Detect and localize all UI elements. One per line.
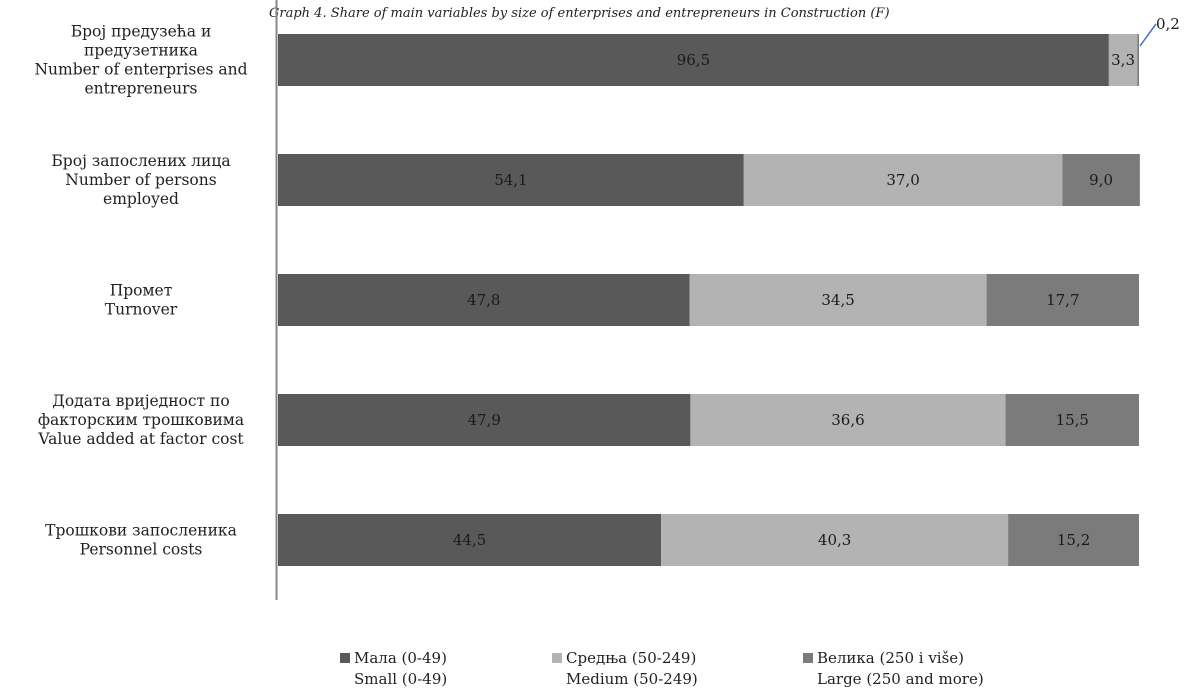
category-label: Number of persons [65,171,216,189]
bar-segment-1-row-5 [278,514,662,566]
bar-segment-2-row-4 [690,394,1006,446]
bar-segment-3-row-1 [1137,34,1139,86]
category-label: Трошкови запосленика [45,522,237,540]
category-label: Turnover [105,301,178,319]
category-label: employed [103,190,179,208]
data-label: 44,5 [453,531,486,549]
legend-label: Medium (50-249) [566,670,698,688]
bar-segment-1-row-4 [278,394,691,446]
bar-segment-1-row-3 [278,274,690,326]
category-label: Број предузећа и [71,23,212,41]
legend-label: Small (0-49) [354,670,447,688]
category-label: Number of enterprises and [34,61,247,79]
data-label: 34,5 [821,291,854,309]
legend-label: Велика (250 i više) [817,649,964,667]
data-label: 37,0 [886,171,919,189]
legend-swatch [340,653,350,663]
legend-label: Мала (0-49) [354,649,447,667]
data-label: 15,5 [1056,411,1089,429]
legend-label: Large (250 and more) [817,670,984,688]
chart-title: Graph 4. Share of main variables by size… [269,6,890,21]
bar-segment-2-row-1 [1108,34,1138,86]
bar-segment-1-row-1 [278,34,1109,86]
bar-segment-3-row-4 [1005,394,1139,446]
legend-swatch [552,653,562,663]
data-label: 36,6 [831,411,864,429]
leader-line [1139,23,1157,47]
data-label: 96,5 [677,51,710,69]
data-label: 15,2 [1057,531,1090,549]
bar-segment-1-row-2 [278,154,744,206]
category-label: entrepreneurs [85,80,198,98]
category-label: факторским трошковима [38,411,244,429]
legend-label: Средња (50-249) [566,649,696,667]
category-label: предузетника [84,42,198,60]
data-label: 0,2 [1156,15,1180,33]
bar-segment-3-row-3 [986,274,1139,326]
category-label: Промет [110,282,173,300]
data-label: 47,8 [467,291,500,309]
data-label: 3,3 [1111,51,1135,69]
bar-segment-3-row-2 [1062,154,1140,206]
category-label: Value added at factor cost [37,430,244,448]
data-label: 17,7 [1046,291,1079,309]
legend-swatch [803,653,813,663]
data-label: 40,3 [818,531,851,549]
bar-segment-2-row-3 [689,274,987,326]
bar-segment-2-row-5 [661,514,1009,566]
data-label: 9,0 [1089,171,1113,189]
category-label: Додата вриједност по [52,392,229,410]
data-label: 47,9 [468,411,501,429]
category-label: Personnel costs [80,541,203,559]
category-label: Број запослених лица [51,152,230,170]
bar-segment-2-row-2 [743,154,1063,206]
data-label: 54,1 [494,171,527,189]
bar-segment-3-row-5 [1008,514,1139,566]
